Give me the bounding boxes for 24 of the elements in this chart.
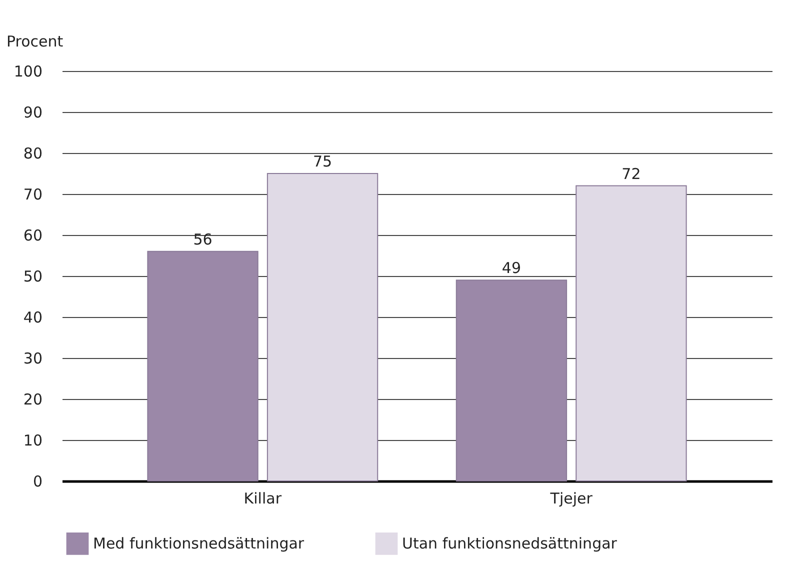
y-tick-label: 70 [23, 186, 42, 204]
y-tick-label: 100 [14, 62, 42, 80]
y-tick-label: 10 [23, 432, 42, 450]
data-label: 75 [312, 152, 332, 170]
bar [576, 185, 687, 482]
y-tick-label: 60 [23, 226, 42, 244]
bar [266, 173, 378, 482]
bar [456, 280, 568, 482]
data-label: 49 [502, 259, 522, 278]
data-label: 56 [193, 230, 212, 248]
y-tick-label: 90 [23, 104, 42, 122]
y-tick-label: 50 [23, 268, 42, 286]
y-tick-label: 20 [23, 390, 42, 408]
x-tick-label: Tjejer [549, 490, 594, 508]
y-tick-label: 40 [23, 308, 42, 326]
x-tick-label: Killar [244, 490, 282, 508]
legend-label: Med funktionsnedsättningar [93, 534, 305, 553]
legend-label: Utan funktionsnedsättningar [402, 534, 618, 553]
y-tick-label: 0 [32, 472, 42, 490]
y-tick-label: 30 [23, 350, 42, 368]
y-axis-title: Procent [6, 32, 64, 50]
y-tick-label: 80 [23, 144, 42, 162]
bar [147, 250, 258, 482]
data-label: 72 [622, 164, 641, 183]
